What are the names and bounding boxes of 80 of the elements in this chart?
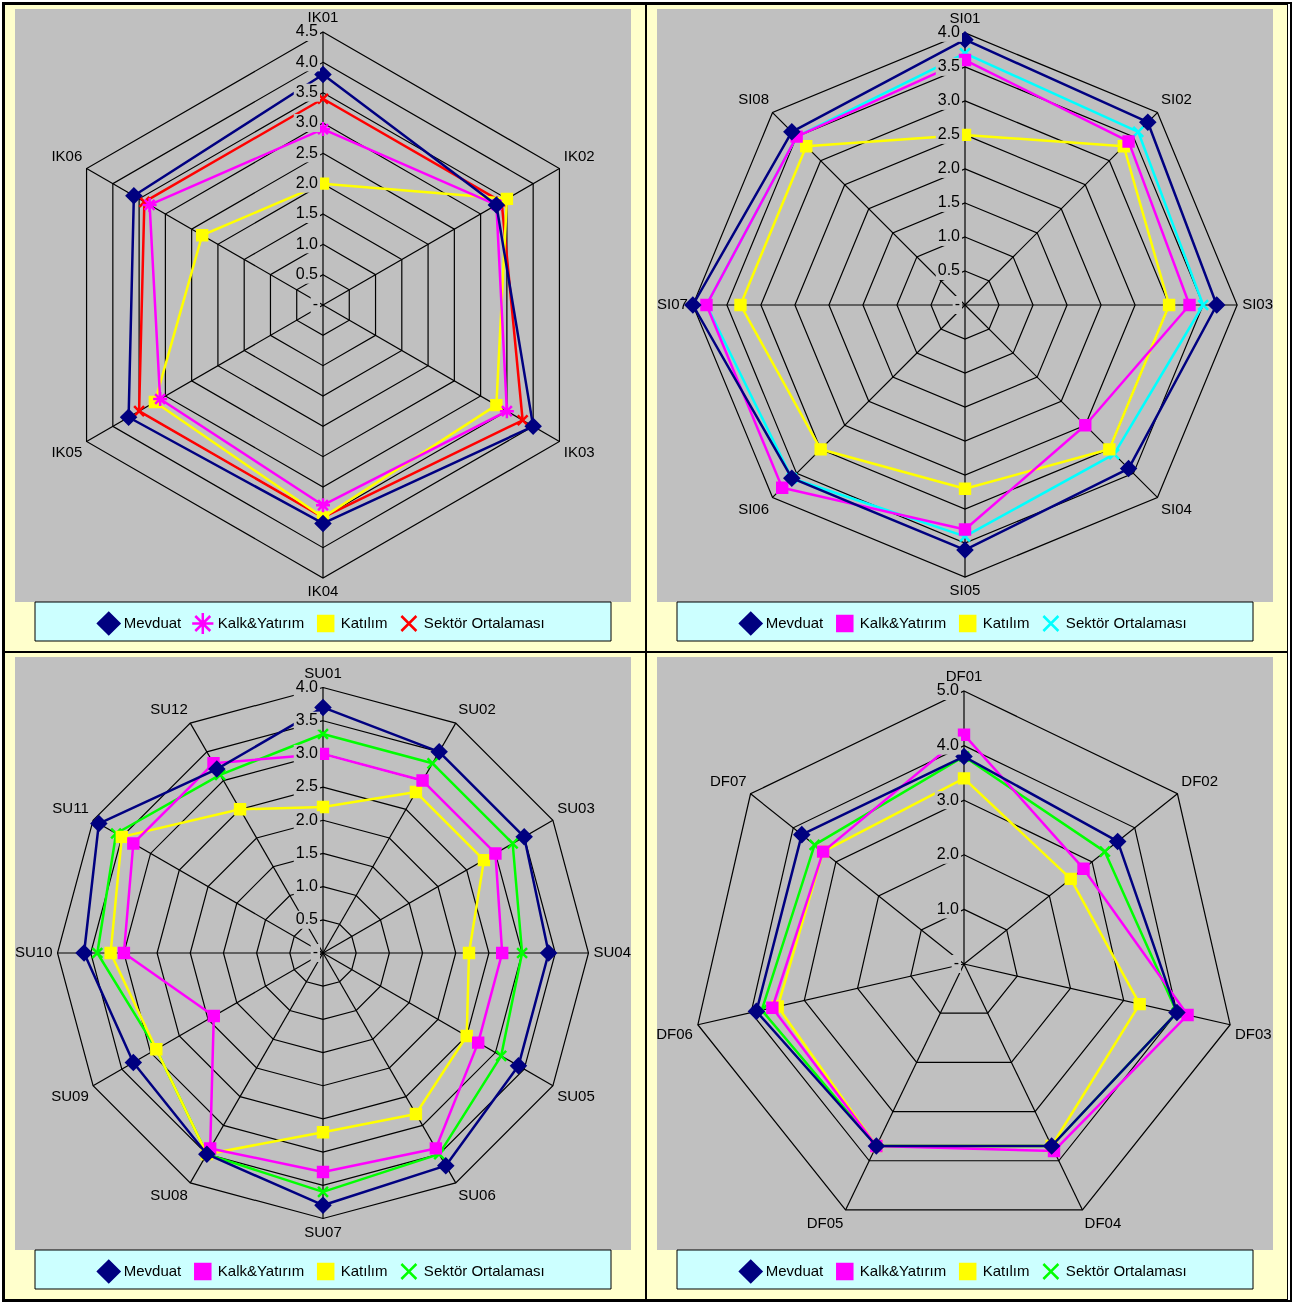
spoke-label: SU09 bbox=[51, 1087, 89, 1105]
legend-label: Sektör Ortalaması bbox=[1065, 1261, 1187, 1279]
spoke-label: SU02 bbox=[458, 699, 496, 717]
legend-label: Kalk&Yatırım bbox=[217, 1261, 305, 1279]
spoke-label: IK06 bbox=[51, 147, 83, 165]
y-tick-label: 4.0 bbox=[295, 677, 319, 695]
spoke-label: DF06 bbox=[656, 1025, 693, 1042]
y-tick-label: 2.0 bbox=[937, 159, 961, 177]
y-tick-label: 1.5 bbox=[295, 843, 319, 861]
y-tick-label: 4.0 bbox=[295, 52, 319, 70]
y-tick-label: 3.5 bbox=[937, 57, 961, 75]
y-tick-label: 3.5 bbox=[295, 711, 319, 729]
y-tick-label: - bbox=[954, 295, 960, 313]
legend-label: Sektör Ortalaması bbox=[1065, 613, 1187, 631]
spoke-label: DF05 bbox=[806, 1213, 844, 1231]
y-tick-label: 0.5 bbox=[295, 910, 319, 928]
spoke-label: IK04 bbox=[307, 582, 339, 600]
spoke-label: SU03 bbox=[557, 798, 595, 816]
y-tick-label: 1.0 bbox=[295, 877, 319, 895]
legend-label: Mevduat bbox=[123, 1261, 183, 1279]
legend-label: Mevduat bbox=[123, 613, 183, 631]
spoke-label: DF07 bbox=[709, 771, 747, 789]
y-tick-label: 4.0 bbox=[936, 736, 960, 754]
legend-label: Kalk&Yatırım bbox=[217, 613, 305, 631]
y-tick-label: 2.5 bbox=[937, 125, 961, 143]
spoke-label: IK05 bbox=[51, 443, 83, 461]
legend-label: Sektör Ortalaması bbox=[423, 613, 545, 631]
y-tick-label: 2.5 bbox=[295, 143, 319, 161]
y-tick-label: 2.5 bbox=[295, 777, 319, 795]
spoke-label: SU04 bbox=[593, 943, 632, 961]
spoke-label: SU07 bbox=[304, 1222, 342, 1240]
legend-label: Mevduat bbox=[765, 1261, 825, 1279]
spoke-label: SU08 bbox=[150, 1186, 188, 1204]
legend-label: Katılım bbox=[982, 1261, 1030, 1279]
spoke-label: SI06 bbox=[738, 500, 770, 518]
y-tick-label: 3.0 bbox=[295, 113, 319, 131]
y-tick-label: 2.0 bbox=[936, 845, 960, 863]
y-tick-label: 1.5 bbox=[937, 193, 961, 211]
y-tick-label: 2.0 bbox=[295, 810, 319, 828]
y-tick-label: 3.0 bbox=[295, 744, 319, 762]
y-tick-label: 4.0 bbox=[937, 23, 961, 41]
spoke-label: SU06 bbox=[458, 1186, 496, 1204]
y-tick-label: - bbox=[312, 943, 318, 961]
spoke-label: SI04 bbox=[1160, 500, 1192, 518]
spoke-label: SI01 bbox=[949, 9, 981, 26]
y-tick-label: 5.0 bbox=[936, 681, 960, 699]
spoke-label: DF04 bbox=[1084, 1213, 1122, 1231]
y-tick-label: 3.0 bbox=[937, 91, 961, 109]
y-tick-label: 3.0 bbox=[936, 790, 960, 808]
spoke-label: IK03 bbox=[563, 443, 595, 461]
spoke-label: SU12 bbox=[150, 699, 188, 717]
spoke-label: IK02 bbox=[563, 147, 595, 165]
spoke-label: DF02 bbox=[1181, 771, 1219, 789]
y-tick-label: 2.0 bbox=[295, 174, 319, 192]
y-tick-label: 0.5 bbox=[295, 265, 319, 283]
y-tick-label: 1.5 bbox=[295, 204, 319, 222]
legend-label: Kalk&Yatırım bbox=[859, 1261, 947, 1279]
spoke-label: SI07 bbox=[657, 295, 688, 313]
y-tick-label: 4.5 bbox=[295, 22, 319, 40]
y-tick-label: 1.0 bbox=[937, 227, 961, 245]
spoke-label: SU05 bbox=[557, 1087, 595, 1105]
spoke-label: SU11 bbox=[52, 798, 89, 816]
y-tick-label: - bbox=[312, 295, 318, 313]
y-tick-label: 0.5 bbox=[937, 261, 961, 279]
legend-label: Kalk&Yatırım bbox=[859, 613, 947, 631]
y-tick-label: 3.5 bbox=[295, 83, 319, 101]
spoke-label: DF03 bbox=[1235, 1025, 1272, 1042]
spoke-label: SI08 bbox=[738, 90, 770, 108]
legend-label: Mevduat bbox=[765, 613, 825, 631]
spoke-label: SI02 bbox=[1160, 90, 1192, 108]
y-tick-label: - bbox=[953, 954, 959, 972]
legend-label: Katılım bbox=[982, 613, 1030, 631]
spoke-label: SU10 bbox=[14, 943, 53, 961]
legend-label: Sektör Ortalaması bbox=[423, 1261, 545, 1279]
y-tick-label: 1.0 bbox=[295, 234, 319, 252]
legend-label: Katılım bbox=[340, 613, 388, 631]
legend-label: Katılım bbox=[340, 1261, 388, 1279]
spoke-label: SI05 bbox=[949, 581, 981, 599]
y-tick-label: 1.0 bbox=[936, 899, 960, 917]
spoke-label: SI03 bbox=[1242, 295, 1273, 313]
